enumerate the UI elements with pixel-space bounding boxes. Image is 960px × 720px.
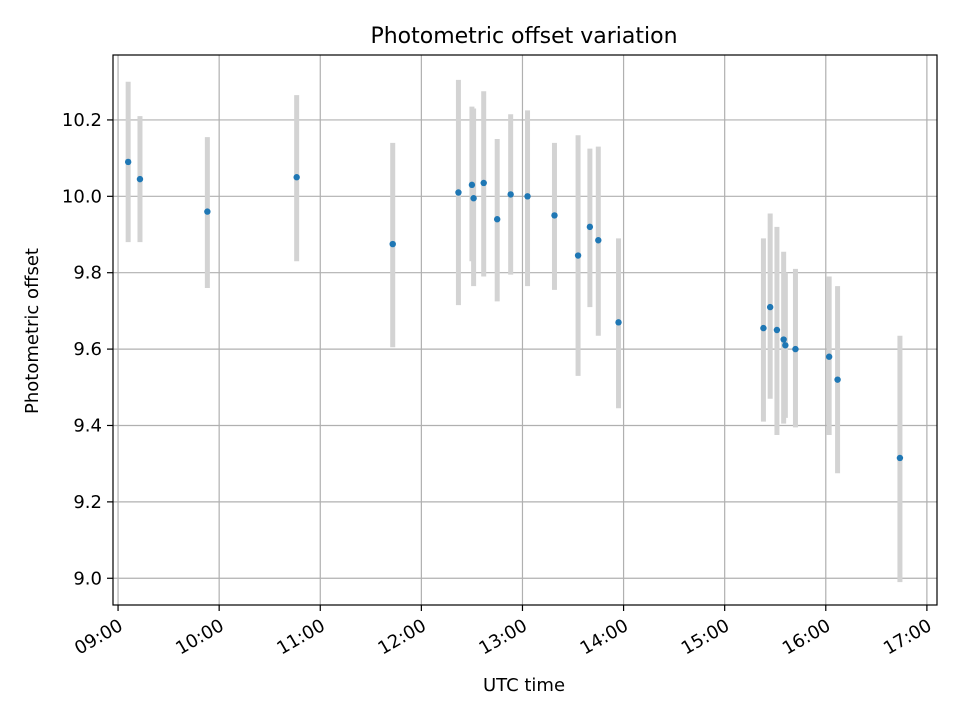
data-point <box>493 216 501 223</box>
y-axis-title: Photometric offset <box>22 248 43 414</box>
data-point <box>524 193 531 200</box>
data-point <box>766 303 774 311</box>
y-tick-label: 9.0 <box>73 568 102 589</box>
data-point <box>792 345 799 353</box>
data-point <box>615 319 622 326</box>
data-point <box>834 376 841 383</box>
data-point <box>455 189 462 196</box>
data-points <box>124 158 904 462</box>
data-point <box>773 326 781 334</box>
data-point <box>551 212 558 219</box>
y-axis-ticks: 9.0 9.2 9.4 9.6 9.8 10.0 10.2 <box>62 110 113 589</box>
data-point <box>780 336 787 343</box>
data-point <box>136 175 144 183</box>
y-tick-label: 9.8 <box>73 263 102 284</box>
y-tick-label: 9.4 <box>73 415 102 436</box>
data-point <box>825 353 833 360</box>
data-point <box>595 237 602 244</box>
chart-title: Photometric offset variation <box>370 24 677 49</box>
data-point <box>574 252 582 259</box>
data-point <box>896 454 904 462</box>
plot-area-frame <box>112 54 938 606</box>
y-tick-label: 9.6 <box>73 339 102 360</box>
x-axis-title: UTC time <box>483 675 565 696</box>
data-point <box>204 208 211 215</box>
data-point <box>470 195 477 202</box>
grid-lines <box>113 55 937 605</box>
data-point <box>586 223 594 231</box>
data-point <box>480 179 487 187</box>
data-point <box>124 158 132 166</box>
y-tick-label: 10.0 <box>62 186 102 207</box>
data-point <box>782 342 789 349</box>
y-tick-label: 10.2 <box>62 110 102 131</box>
y-tick-label: 9.2 <box>73 492 102 513</box>
data-point <box>293 174 300 181</box>
data-point <box>468 181 476 189</box>
data-point <box>507 191 514 198</box>
data-point <box>760 324 767 332</box>
data-point <box>389 240 396 248</box>
